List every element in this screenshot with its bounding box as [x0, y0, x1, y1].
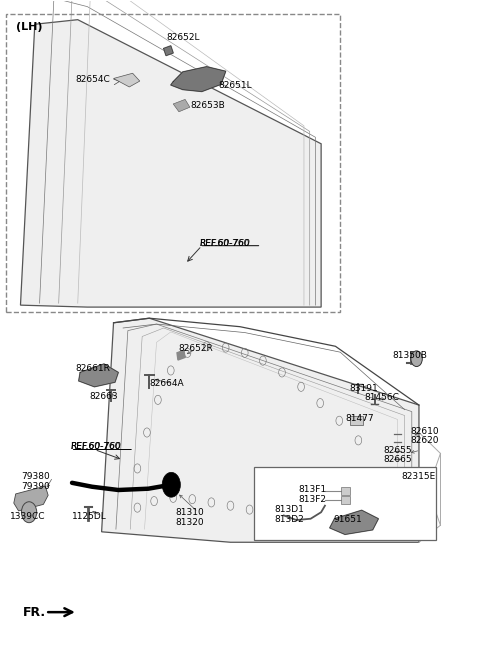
- Polygon shape: [406, 474, 425, 498]
- Polygon shape: [79, 364, 118, 387]
- Text: 813D2: 813D2: [275, 515, 304, 524]
- Text: 82655: 82655: [383, 445, 412, 455]
- Bar: [341, 487, 350, 495]
- Text: 82664A: 82664A: [149, 379, 184, 388]
- Polygon shape: [14, 486, 48, 511]
- Bar: [341, 496, 350, 504]
- Text: 82315E: 82315E: [401, 472, 435, 482]
- Polygon shape: [102, 318, 419, 543]
- Text: 82652R: 82652R: [178, 344, 213, 354]
- Text: 79390: 79390: [22, 482, 50, 491]
- Text: 81350B: 81350B: [393, 351, 428, 360]
- Text: 1339CC: 1339CC: [10, 512, 46, 521]
- Text: 82663: 82663: [90, 392, 118, 401]
- Text: REF.60-760: REF.60-760: [199, 239, 250, 247]
- Text: 82651L: 82651L: [218, 81, 252, 89]
- Text: 813F1: 813F1: [298, 485, 326, 495]
- Circle shape: [162, 472, 180, 497]
- Bar: [350, 416, 363, 425]
- Text: 1125DL: 1125DL: [72, 512, 107, 521]
- Text: REF.60-760: REF.60-760: [71, 442, 121, 451]
- Text: 81320: 81320: [176, 518, 204, 527]
- Text: REF.60-760: REF.60-760: [199, 239, 250, 247]
- Text: 79380: 79380: [22, 472, 50, 482]
- Polygon shape: [177, 350, 185, 360]
- Circle shape: [22, 502, 36, 523]
- Text: 82653B: 82653B: [190, 102, 225, 110]
- Text: REF.60-760: REF.60-760: [71, 442, 121, 451]
- Text: (LH): (LH): [16, 22, 42, 32]
- Polygon shape: [114, 73, 140, 87]
- Text: 82665: 82665: [383, 455, 412, 464]
- Text: 82661R: 82661R: [75, 364, 110, 373]
- Polygon shape: [330, 510, 378, 535]
- Text: 813D1: 813D1: [275, 505, 304, 514]
- Text: 91651: 91651: [333, 515, 362, 524]
- Text: 82610: 82610: [411, 426, 440, 436]
- Polygon shape: [171, 67, 226, 92]
- Text: FR.: FR.: [23, 605, 46, 619]
- Text: 82620: 82620: [411, 436, 439, 445]
- Text: 813F2: 813F2: [298, 495, 326, 504]
- Text: 83191: 83191: [350, 384, 379, 392]
- Polygon shape: [21, 20, 321, 307]
- Circle shape: [411, 351, 422, 367]
- Text: 81310: 81310: [176, 508, 204, 517]
- FancyBboxPatch shape: [254, 467, 436, 541]
- Text: 81477: 81477: [345, 414, 373, 422]
- Text: 81456C: 81456C: [364, 394, 399, 402]
- Polygon shape: [164, 46, 173, 56]
- Polygon shape: [173, 99, 190, 112]
- Text: 82654C: 82654C: [75, 75, 110, 84]
- Text: 82652L: 82652L: [166, 33, 200, 42]
